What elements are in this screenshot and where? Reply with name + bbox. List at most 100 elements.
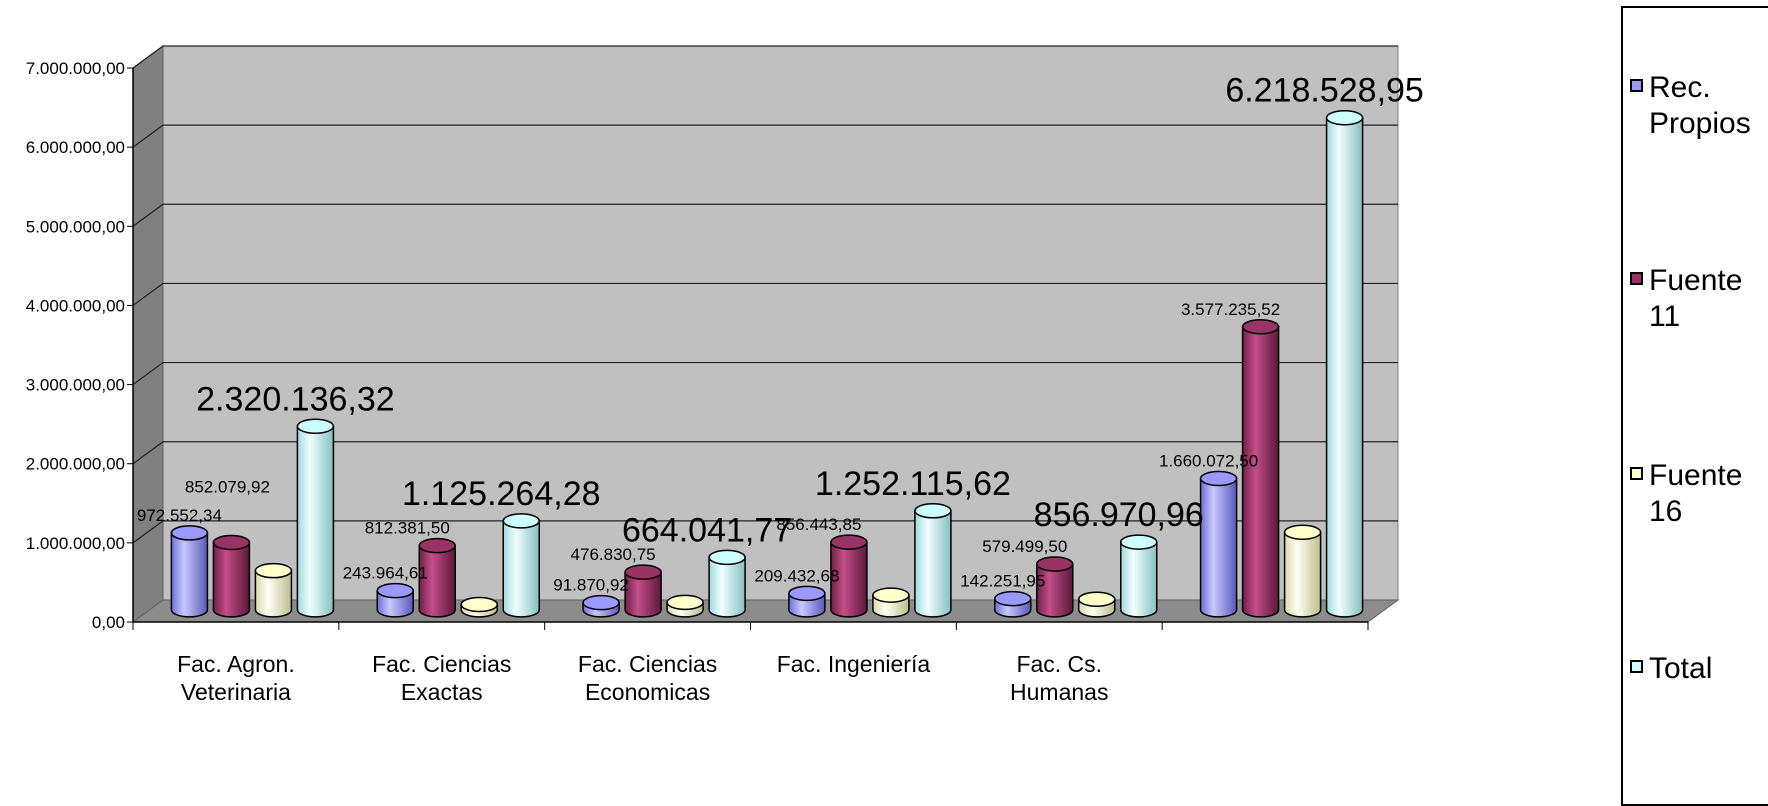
legend-swatch xyxy=(1630,272,1643,285)
bar xyxy=(830,534,868,618)
x-tick-label: Exactas xyxy=(401,679,483,705)
bar-top xyxy=(788,585,826,602)
bar-top xyxy=(624,564,662,580)
bar-body xyxy=(830,541,868,618)
x-tick-label: Fac. Cs. xyxy=(1016,651,1102,677)
bar xyxy=(872,587,910,618)
bar xyxy=(212,534,251,618)
bar xyxy=(624,564,662,618)
bar-top xyxy=(460,596,498,613)
bar xyxy=(376,582,414,618)
legend-swatch xyxy=(1630,79,1643,92)
legend xyxy=(1621,6,1768,806)
y-tick-label: 7.000.000,00 xyxy=(26,59,125,78)
legend-item-fuente-16: Fuente 16 xyxy=(1630,458,1768,530)
bar-body xyxy=(708,556,746,618)
x-tick-label: Humanas xyxy=(1010,679,1108,705)
data-label: 6.218.528,95 xyxy=(1225,72,1424,110)
legend-swatch xyxy=(1630,467,1643,480)
bar xyxy=(1283,524,1322,618)
bar xyxy=(1120,534,1158,618)
bar xyxy=(788,585,826,618)
data-label: 209.432,68 xyxy=(754,566,839,585)
bar-top xyxy=(1036,556,1074,572)
bar xyxy=(502,513,540,618)
data-label: 856.970,96 xyxy=(1034,496,1204,534)
data-label: 972.552,34 xyxy=(137,506,222,525)
data-label: 1.252.115,62 xyxy=(815,465,1011,503)
bar-body xyxy=(212,541,251,618)
data-label: 856.443,85 xyxy=(776,515,861,534)
bar-body xyxy=(1036,563,1074,618)
legend-label: Total xyxy=(1649,652,1713,685)
data-label: 1.660.072,50 xyxy=(1159,452,1258,471)
bar-body xyxy=(1325,116,1364,618)
bar-top xyxy=(296,418,335,435)
legend-item-rec-propios: Rec. Propios xyxy=(1630,70,1768,142)
bar-top xyxy=(1241,319,1280,335)
bar-top xyxy=(502,513,540,529)
bar-top xyxy=(376,582,414,599)
bar-top xyxy=(212,534,251,551)
bar-top xyxy=(830,534,868,550)
bar xyxy=(914,503,952,618)
data-label: 476.830,75 xyxy=(571,545,656,564)
bar xyxy=(1325,109,1364,618)
bar-top xyxy=(666,594,704,611)
y-tick-label: 5.000.000,00 xyxy=(26,217,125,236)
x-tick-label: Fac. Ingeniería xyxy=(777,651,931,677)
x-tick-label: Fac. Agron. xyxy=(177,651,295,677)
legend-item-fuente-11: Fuente 11 xyxy=(1630,263,1768,335)
bar-top xyxy=(1078,591,1116,607)
x-tick-label: Veterinaria xyxy=(181,679,291,705)
side-wall xyxy=(132,45,164,623)
bar-body xyxy=(914,510,952,618)
bar-chart: 0,00 1.000.000,00 2.000.000,00 3.000.000,00… xyxy=(26,45,1424,705)
bar xyxy=(708,549,746,618)
bar-body xyxy=(624,571,662,618)
bar-top xyxy=(914,503,952,519)
bar-top xyxy=(872,587,910,603)
bar-body xyxy=(1283,531,1322,618)
bar-top xyxy=(1325,109,1364,126)
data-label: 91.870,92 xyxy=(553,576,629,595)
bar xyxy=(170,525,209,618)
gridline xyxy=(132,520,1398,544)
y-tick-label: 3.000.000,00 xyxy=(26,376,125,395)
bar-top xyxy=(254,562,293,579)
data-label: 852.079,92 xyxy=(185,477,270,496)
legend-label: Fuente 16 xyxy=(1649,459,1743,528)
gridline xyxy=(132,282,1398,306)
data-label: 243.964,61 xyxy=(343,564,428,583)
gridline xyxy=(132,361,1398,386)
bar xyxy=(254,562,293,618)
bar-top xyxy=(994,590,1032,607)
bar-top xyxy=(1199,470,1238,487)
data-label: 142.251,95 xyxy=(960,572,1045,591)
bar-top xyxy=(170,525,209,541)
bar-top xyxy=(708,549,746,566)
gridline xyxy=(132,124,1398,148)
x-tick-label: Fac. Ciencias xyxy=(578,651,717,677)
legend-label: Rec. Propios xyxy=(1649,71,1751,140)
data-label: 664.041,77 xyxy=(622,511,792,549)
bar-top xyxy=(582,594,620,611)
bar-body xyxy=(254,569,293,618)
gridline xyxy=(132,441,1398,465)
bar xyxy=(1241,319,1280,618)
bar xyxy=(1199,470,1238,618)
gridline xyxy=(132,203,1398,227)
y-tick-label: 4.000.000,00 xyxy=(26,296,125,315)
data-label: 3.577.235,52 xyxy=(1181,300,1280,319)
bar xyxy=(582,594,620,618)
y-tick-label: 0,00 xyxy=(92,613,125,632)
x-tick-label: Economicas xyxy=(585,679,710,705)
y-tick-label: 6.000.000,00 xyxy=(26,138,125,157)
bar xyxy=(296,418,335,618)
legend-label: Fuente 11 xyxy=(1649,264,1743,333)
data-label: 1.125.264,28 xyxy=(402,475,601,513)
bar-body xyxy=(502,520,540,618)
y-tick-label: 1.000.000,00 xyxy=(26,534,125,553)
bar-body xyxy=(1199,477,1238,618)
legend-item-total: Total xyxy=(1630,651,1768,687)
